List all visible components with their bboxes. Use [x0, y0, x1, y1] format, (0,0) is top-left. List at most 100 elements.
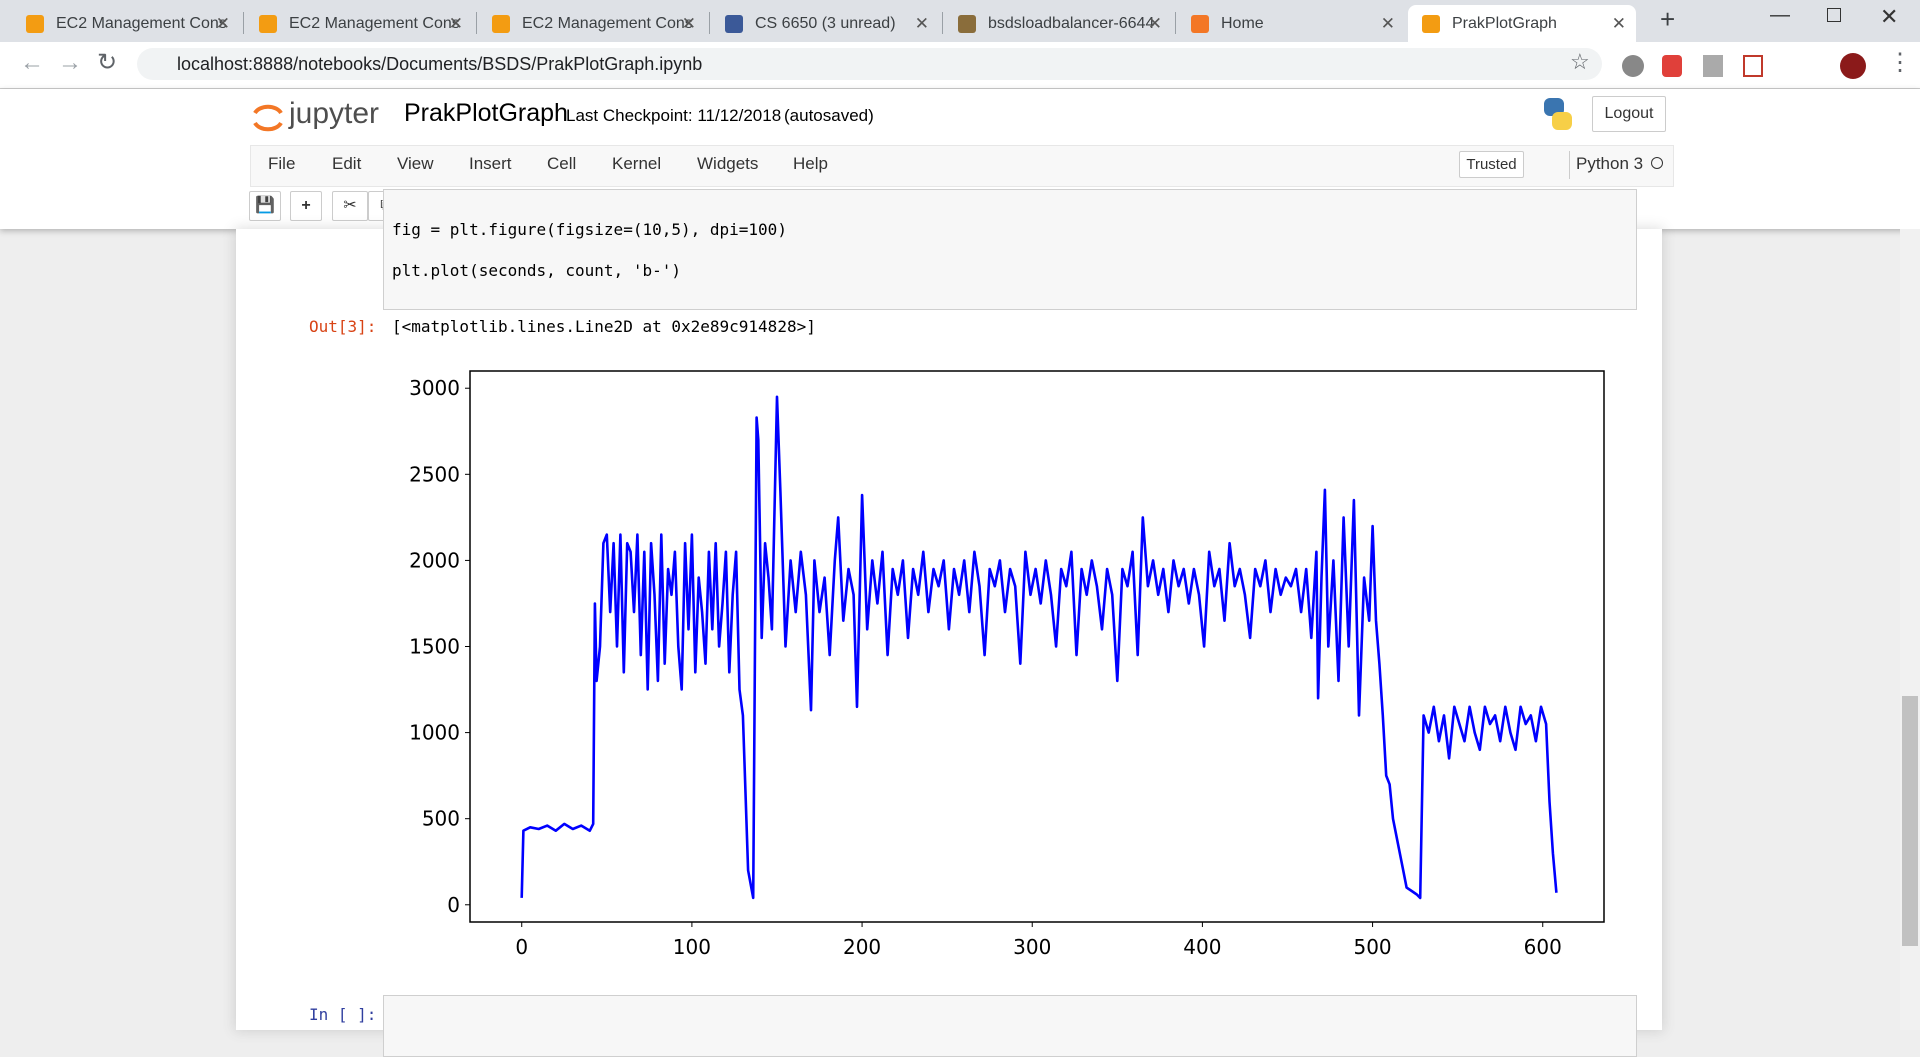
tab[interactable]: CS 6650 (3 unread) ✕: [711, 5, 939, 42]
tab-separator: [942, 12, 943, 34]
menu-item[interactable]: Edit: [332, 154, 362, 173]
minimize[interactable]: —: [1770, 4, 1790, 26]
tab-icon: [725, 15, 743, 33]
tab[interactable]: bsdsloadbalancer-6644 ✕: [944, 5, 1172, 42]
notebook-name[interactable]: PrakPlotGraph: [404, 99, 568, 127]
reload[interactable]: ↻: [97, 49, 118, 76]
restore[interactable]: [1827, 8, 1841, 22]
save-button[interactable]: 💾: [249, 191, 281, 221]
url[interactable]: localhost:8888/notebooks/Documents/BSDS/…: [137, 48, 1602, 80]
extension-icon[interactable]: [1743, 55, 1763, 77]
code-line: fig = plt.figure(figsize=(10,5), dpi=100…: [392, 220, 787, 239]
data-line: [520, 395, 1558, 900]
y-tick-label: 500: [422, 807, 460, 831]
y-tick-label: 3000: [409, 376, 460, 400]
logout-button[interactable]: Logout: [1592, 96, 1666, 132]
tab[interactable]: EC2 Management Cons ✕: [12, 5, 240, 42]
empty-cell-input[interactable]: [383, 995, 1637, 1057]
menu[interactable]: ⋮: [1888, 49, 1912, 76]
tab[interactable]: EC2 Management Cons ✕: [478, 5, 706, 42]
output-text: [<matplotlib.lines.Line2D at 0x2e89c9148…: [392, 317, 816, 336]
tab-close[interactable]: ✕: [681, 14, 696, 33]
chart: 0 500 1000 1500 2000 2500 3000 0 100 200 300 400 500…: [409, 370, 1605, 959]
checkpoint: Last Checkpoint: 11/12/2018: [566, 106, 782, 125]
menu-item[interactable]: Help: [793, 154, 828, 173]
tab-icon: [958, 15, 976, 33]
tab[interactable]: PrakPlotGraph ✕: [1408, 5, 1636, 42]
menubar: [250, 145, 1674, 187]
tab-title: EC2 Management Cons: [522, 15, 693, 32]
address-bar: ← → ↻ localhost:8888/notebooks/Documents…: [0, 42, 1920, 89]
menu-item[interactable]: File: [268, 154, 296, 173]
profile[interactable]: [1840, 53, 1866, 79]
scrollbar-thumb[interactable]: [1902, 696, 1918, 946]
tab-title: bsdsloadbalancer-6644: [988, 15, 1155, 32]
menu-item[interactable]: Widgets: [697, 154, 759, 173]
tab-bar: + — ✕ EC2 Management Cons ✕ EC2 Management…: [0, 0, 1920, 42]
forward[interactable]: →: [58, 49, 82, 76]
jupyter-logo[interactable]: jupyter: [289, 97, 380, 130]
menu-item[interactable]: View: [397, 154, 434, 173]
x-tick-label: 200: [843, 935, 881, 959]
trusted[interactable]: Trusted: [1459, 151, 1524, 178]
tab-close[interactable]: ✕: [914, 14, 929, 33]
code-line: plt.plot(seconds, count, 'b-'): [392, 261, 681, 280]
separator: [1569, 151, 1570, 179]
tab-icon: [1191, 15, 1209, 33]
tab-separator: [1175, 12, 1176, 34]
tab-icon: [26, 15, 44, 33]
back[interactable]: ←: [20, 49, 44, 76]
x-tick-label: 500: [1353, 935, 1391, 959]
x-tick-label: 0: [515, 935, 528, 959]
tab-separator: [476, 12, 477, 34]
tab-icon: [1422, 15, 1440, 33]
tab-icon: [492, 15, 510, 33]
tab[interactable]: Home ✕: [1177, 5, 1405, 42]
python-logo: [1544, 98, 1572, 130]
menu-item[interactable]: Kernel: [612, 154, 662, 173]
kernel-name: Python 3: [1576, 154, 1644, 173]
tab[interactable]: EC2 Management Cons ✕: [245, 5, 473, 42]
jupyter-logo-icon: [253, 104, 283, 132]
autosaved: (autosaved): [784, 106, 874, 125]
extension-icon[interactable]: [1662, 55, 1682, 77]
axes-frame: [469, 370, 1605, 923]
bookmark[interactable]: ☆: [1570, 49, 1590, 74]
scrollbar: [1900, 229, 1920, 1030]
extension-icon[interactable]: [1703, 55, 1723, 77]
x-tick-label: 300: [1013, 935, 1051, 959]
tab-title: PrakPlotGraph: [1452, 15, 1557, 32]
menu-item[interactable]: Cell: [547, 154, 577, 173]
menu-item[interactable]: Insert: [469, 154, 512, 173]
tab-title: EC2 Management Cons: [56, 15, 227, 32]
code-cell-input[interactable]: fig = plt.figure(figsize=(10,5), dpi=100…: [383, 189, 1637, 310]
cut-button[interactable]: ✂: [332, 191, 368, 221]
out-prompt: Out[3]:: [309, 317, 377, 336]
tab-icon: [259, 15, 277, 33]
jupyter-header: jupyter PrakPlotGraph Last Checkpoint: 1…: [0, 89, 1920, 229]
tab-close[interactable]: ✕: [1147, 14, 1162, 33]
tab-close[interactable]: ✕: [215, 14, 230, 33]
x-tick-label: 400: [1183, 935, 1221, 959]
close-window[interactable]: ✕: [1880, 4, 1899, 29]
tab-separator: [243, 12, 244, 34]
y-tick-label: 1000: [409, 721, 460, 745]
y-tick-label: 2000: [409, 548, 460, 572]
new-tab[interactable]: +: [1660, 4, 1676, 34]
x-tick-label: 600: [1524, 935, 1562, 959]
tab-title: CS 6650 (3 unread): [755, 15, 896, 32]
tab-separator: [709, 12, 710, 34]
y-tick-label: 2500: [409, 462, 460, 486]
in-prompt: In [ ]:: [309, 1005, 377, 1024]
insert-button[interactable]: +: [290, 191, 322, 221]
tab-close[interactable]: ✕: [448, 14, 463, 33]
y-tick-label: 1500: [409, 635, 460, 659]
x-tick-label: 100: [673, 935, 711, 959]
extension-icon[interactable]: [1622, 55, 1644, 77]
tab-title: Home: [1221, 15, 1264, 32]
kernel-indicator: [1651, 157, 1663, 169]
tab-close[interactable]: ✕: [1611, 14, 1626, 33]
tab-close[interactable]: ✕: [1380, 14, 1395, 33]
tab-title: EC2 Management Cons: [289, 15, 460, 32]
